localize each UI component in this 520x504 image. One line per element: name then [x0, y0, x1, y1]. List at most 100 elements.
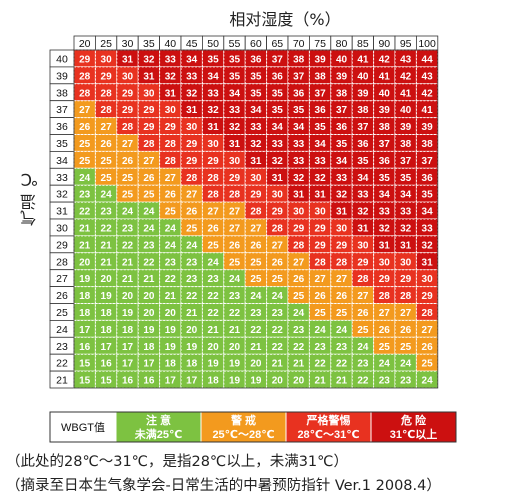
cell-value-label: 21 [315, 376, 327, 387]
cell-value-label: 27 [336, 274, 348, 285]
cell-value-label: 33 [186, 71, 198, 82]
legend-title: WBGT值 [61, 421, 105, 434]
cell-value-label: 19 [122, 308, 134, 319]
cell-value-label: 21 [79, 240, 91, 251]
cell-value-label: 38 [400, 139, 412, 150]
cell-value-label: 32 [315, 173, 327, 184]
cell-value-label: 26 [79, 122, 91, 133]
cell-value-label: 33 [250, 122, 262, 133]
cell-value-label: 34 [250, 105, 262, 116]
cell-value-label: 31 [208, 122, 220, 133]
cell-value-label: 35 [272, 88, 284, 99]
cell-value-label: 29 [315, 223, 327, 234]
cell-value-label: 21 [122, 257, 134, 268]
cell-value-label: 29 [293, 223, 305, 234]
cell-value-label: 32 [186, 88, 198, 99]
cell-value-label: 26 [315, 291, 327, 302]
cell-value-label: 29 [379, 274, 391, 285]
cell-value-label: 26 [186, 207, 198, 218]
cell-value-label: 28 [229, 190, 241, 201]
cell-value-label: 24 [336, 325, 348, 336]
cell-value-label: 30 [186, 122, 198, 133]
cell-value-label: 19 [79, 274, 91, 285]
cell-value-label: 31 [357, 223, 369, 234]
cell-value-label: 24 [101, 190, 113, 201]
cell-value-label: 29 [400, 274, 412, 285]
cell-value-label: 28 [315, 257, 327, 268]
cell-value-label: 25 [315, 308, 327, 319]
cell-value-label: 17 [165, 376, 177, 387]
cell-value-label: 25 [143, 190, 155, 201]
cell-value-label: 24 [122, 207, 134, 218]
cell-value-label: 25 [293, 291, 305, 302]
y-tick-label: 35 [56, 138, 68, 150]
y-tick-label: 22 [56, 358, 68, 370]
cell-value-label: 21 [101, 257, 113, 268]
cell-value-label: 20 [229, 342, 241, 353]
cell-value-label: 21 [186, 308, 198, 319]
cell-value-label: 16 [122, 376, 134, 387]
cell-value-label: 22 [101, 223, 113, 234]
cell-value-label: 34 [186, 54, 198, 65]
cell-value-label: 25 [79, 156, 91, 167]
cell-value-label: 20 [122, 291, 134, 302]
cell-value-label: 26 [272, 257, 284, 268]
cell-value-label: 26 [400, 325, 412, 336]
legend-sublabel: 31℃以上 [390, 427, 438, 441]
cell-value-label: 26 [165, 190, 177, 201]
cell-value-label: 16 [101, 359, 113, 370]
cell-value-label: 28 [186, 173, 198, 184]
cell-value-label: 29 [315, 240, 327, 251]
x-tick-label: 100 [418, 38, 436, 50]
cell-value-label: 19 [229, 376, 241, 387]
cell-value-label: 22 [208, 308, 220, 319]
cell-value-label: 32 [250, 139, 262, 150]
cell-value-label: 32 [229, 122, 241, 133]
cell-value-label: 39 [336, 71, 348, 82]
cell-value-label: 30 [208, 139, 220, 150]
cell-value-label: 30 [143, 88, 155, 99]
cell-value-label: 41 [422, 105, 434, 116]
cell-value-label: 32 [379, 223, 391, 234]
cell-value-label: 40 [379, 88, 391, 99]
x-tick-label: 25 [100, 38, 112, 50]
legend-label: 警 戒 [230, 413, 256, 427]
cell-value-label: 22 [315, 359, 327, 370]
cell-value-label: 30 [229, 156, 241, 167]
cell-value-label: 34 [293, 122, 305, 133]
cell-value-label: 38 [422, 139, 434, 150]
cell-value-label: 15 [79, 376, 91, 387]
cell-value-label: 17 [101, 342, 113, 353]
cell-value-label: 33 [208, 88, 220, 99]
cell-value-label: 31 [229, 139, 241, 150]
cell-value-label: 32 [336, 190, 348, 201]
cell-value-label: 16 [79, 342, 91, 353]
y-tick-label: 23 [56, 341, 68, 353]
cell-value-label: 35 [208, 54, 220, 65]
cell-value-label: 38 [293, 54, 305, 65]
cell-value-label: 20 [143, 291, 155, 302]
y-tick-label: 32 [56, 189, 68, 201]
cell-value-label: 39 [357, 88, 369, 99]
cell-value-label: 33 [293, 139, 305, 150]
cell-value-label: 31 [165, 88, 177, 99]
cell-value-label: 33 [379, 207, 391, 218]
cell-value-label: 24 [315, 325, 327, 336]
x-tick-label: 20 [79, 38, 91, 50]
cell-value-label: 23 [357, 359, 369, 370]
cell-value-label: 42 [422, 88, 434, 99]
cell-value-label: 21 [101, 240, 113, 251]
cell-value-label: 25 [400, 342, 412, 353]
cell-value-label: 25 [122, 173, 134, 184]
cell-value-label: 22 [165, 274, 177, 285]
cell-value-label: 37 [272, 54, 284, 65]
cell-value-label: 23 [101, 207, 113, 218]
cell-value-label: 25 [79, 139, 91, 150]
x-tick-label: 80 [336, 38, 348, 50]
cell-value-label: 20 [272, 376, 284, 387]
x-tick-label: 40 [164, 38, 176, 50]
cell-value-label: 40 [357, 71, 369, 82]
cell-value-label: 31 [400, 240, 412, 251]
cell-value-label: 29 [186, 139, 198, 150]
cell-value-label: 34 [357, 173, 369, 184]
